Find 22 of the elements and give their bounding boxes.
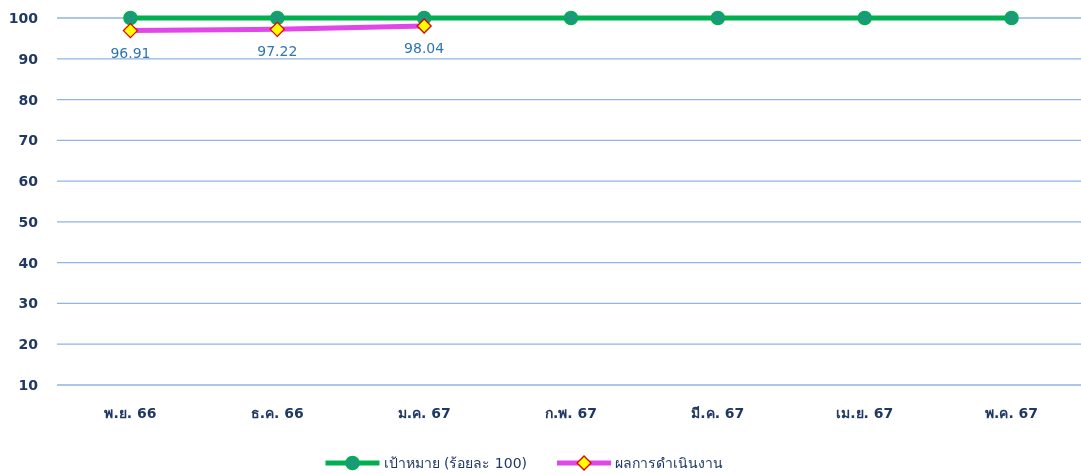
x-tick-label: ธ.ค. 66 — [250, 405, 304, 421]
y-tick-label: 10 — [18, 377, 39, 393]
y-tick-label: 60 — [18, 173, 39, 190]
y-tick-label: 50 — [18, 213, 39, 230]
x-tick-label: เม.ย. 67 — [836, 405, 894, 421]
y-tick-label: 100 — [8, 10, 39, 26]
y-tick-label: 30 — [18, 295, 39, 312]
x-tick-label: ก.พ. 67 — [545, 405, 597, 421]
x-tick-label: พ.ค. 67 — [985, 405, 1039, 421]
y-tick-label: 70 — [18, 132, 39, 149]
legend-label: เป้าหมาย (ร้อยละ 100) — [383, 455, 528, 471]
x-tick-label: มี.ค. 67 — [691, 405, 745, 421]
y-tick-label: 90 — [18, 50, 39, 67]
x-tick-label: ม.ค. 67 — [397, 405, 451, 421]
y-tick-label: 40 — [18, 254, 39, 271]
legend-label: ผลการดำเนินงาน — [615, 455, 724, 471]
y-tick-label: 80 — [18, 91, 39, 108]
data-label: 98.04 — [404, 39, 445, 56]
data-label: 97.22 — [257, 43, 298, 60]
data-label: 96.91 — [110, 44, 151, 61]
x-tick-label: พ.ย. 66 — [104, 405, 157, 421]
y-tick-label: 20 — [18, 336, 39, 353]
